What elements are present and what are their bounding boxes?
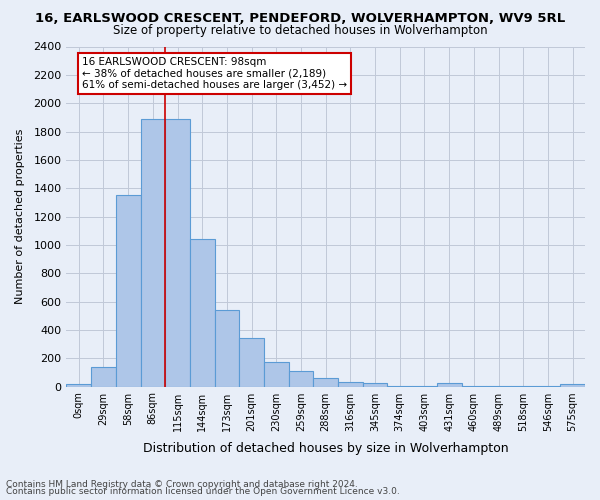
Text: Size of property relative to detached houses in Wolverhampton: Size of property relative to detached ho…: [113, 24, 487, 37]
Bar: [437, 383, 461, 386]
Bar: [140, 119, 165, 386]
Bar: [116, 196, 140, 386]
Bar: [165, 119, 190, 386]
Bar: [190, 239, 215, 386]
Text: 16, EARLSWOOD CRESCENT, PENDEFORD, WOLVERHAMPTON, WV9 5RL: 16, EARLSWOOD CRESCENT, PENDEFORD, WOLVE…: [35, 12, 565, 26]
Bar: [313, 378, 338, 386]
X-axis label: Distribution of detached houses by size in Wolverhampton: Distribution of detached houses by size …: [143, 442, 509, 455]
Bar: [264, 362, 289, 386]
Bar: [338, 382, 363, 386]
Bar: [239, 338, 264, 386]
Y-axis label: Number of detached properties: Number of detached properties: [15, 129, 25, 304]
Bar: [560, 384, 585, 386]
Text: Contains public sector information licensed under the Open Government Licence v3: Contains public sector information licen…: [6, 487, 400, 496]
Bar: [67, 384, 91, 386]
Bar: [289, 371, 313, 386]
Text: 16 EARLSWOOD CRESCENT: 98sqm
← 38% of detached houses are smaller (2,189)
61% of: 16 EARLSWOOD CRESCENT: 98sqm ← 38% of de…: [82, 56, 347, 90]
Bar: [363, 383, 388, 386]
Text: Contains HM Land Registry data © Crown copyright and database right 2024.: Contains HM Land Registry data © Crown c…: [6, 480, 358, 489]
Bar: [215, 310, 239, 386]
Bar: [91, 368, 116, 386]
